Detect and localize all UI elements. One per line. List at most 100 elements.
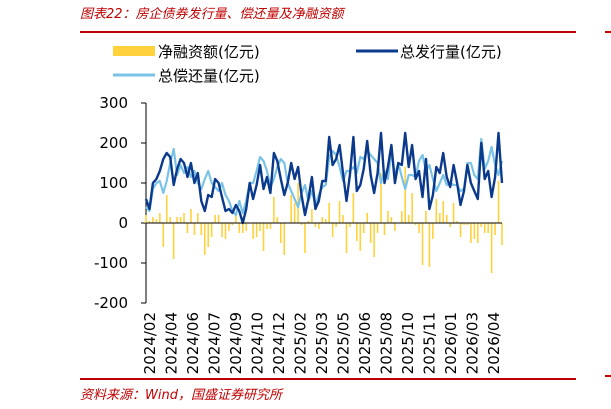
net-financing-bar <box>445 215 448 223</box>
net-financing-bar <box>349 223 351 227</box>
net-financing-bar <box>497 181 500 223</box>
net-financing-bar <box>245 223 248 231</box>
net-financing-bar <box>359 223 362 251</box>
net-financing-bar <box>407 215 410 223</box>
legend-label-net-financing: 净融资额(亿元) <box>158 43 260 61</box>
net-financing-bar <box>221 223 223 237</box>
net-financing-bar <box>435 199 438 223</box>
y-tick-label: -200 <box>94 294 128 312</box>
net-financing-bar <box>442 201 445 223</box>
net-financing-bar <box>345 223 348 253</box>
net-financing-bar <box>487 223 489 233</box>
net-financing-bar <box>425 211 427 223</box>
x-tick-label: 2025/05 <box>335 312 353 374</box>
net-financing-bar <box>438 213 441 223</box>
source-rule <box>80 378 576 380</box>
y-tick-label: 300 <box>99 94 128 112</box>
net-financing-bar <box>452 203 455 223</box>
y-tick-label: 0 <box>118 214 128 232</box>
net-financing-bar <box>376 223 379 233</box>
net-financing-bar <box>266 223 268 229</box>
net-financing-bar <box>210 223 213 237</box>
net-financing-bar <box>311 209 313 223</box>
net-financing-bar <box>380 173 382 223</box>
total-repayment-line <box>145 137 504 217</box>
net-financing-bar <box>459 223 462 237</box>
net-financing-bar <box>411 193 413 223</box>
net-financing-bar <box>394 223 396 231</box>
net-financing-bar <box>276 217 279 223</box>
net-financing-bar <box>418 223 420 233</box>
net-financing-bar <box>477 223 479 243</box>
series-lines <box>144 131 504 225</box>
net-financing-bar <box>172 223 175 259</box>
legend: 净融资额(亿元) 总发行量(亿元) 总偿还量(亿元) <box>113 43 502 85</box>
net-financing-bar <box>362 223 365 233</box>
x-tick-label: 2026/03 <box>464 312 482 374</box>
net-financing-bar <box>169 217 171 223</box>
y-tick-label: 100 <box>99 174 128 192</box>
x-tick-label: 2024/06 <box>184 312 202 374</box>
net-financing-bar <box>501 223 503 245</box>
net-financing-bar <box>252 223 254 239</box>
net-financing-bar <box>324 219 327 223</box>
net-financing-bar <box>283 223 286 255</box>
net-financing-bar <box>342 215 344 223</box>
total-issuance-line <box>144 131 504 225</box>
legend-swatch-net-financing <box>113 46 155 56</box>
net-financing-bar <box>159 213 161 223</box>
x-tick-label: 2024/02 <box>141 312 159 374</box>
x-tick-label: 2024/12 <box>270 312 288 374</box>
net-financing-bar <box>231 223 234 225</box>
y-axis: -200 -100 0 100 200 300 <box>94 94 147 312</box>
net-financing-bar <box>331 223 334 237</box>
net-financing-bar <box>404 167 407 223</box>
net-financing-bar <box>369 223 372 243</box>
net-financing-bar <box>335 223 337 227</box>
y-tick-label: -100 <box>94 254 128 272</box>
source-note: 资料来源：Wind，国盛证券研究所 <box>80 388 282 403</box>
net-financing-bar <box>321 217 324 223</box>
net-financing-bar <box>483 223 486 233</box>
net-financing-bar <box>338 201 341 223</box>
net-financing-bar <box>279 223 282 243</box>
net-financing-bar <box>262 223 265 251</box>
x-tick-label: 2024/10 <box>249 312 267 374</box>
net-financing-bar <box>197 213 199 223</box>
net-financing-bar <box>414 223 417 225</box>
x-tick-label: 2026/04 <box>485 312 503 374</box>
net-financing-bar <box>449 223 451 227</box>
net-financing-bar <box>190 209 192 223</box>
net-financing-bar <box>290 195 292 223</box>
x-tick-label: 2024/07 <box>206 312 224 374</box>
net-financing-bar <box>259 223 261 231</box>
net-financing-bar <box>200 223 203 235</box>
net-financing-bar <box>356 223 358 241</box>
net-financing-bar <box>207 223 210 247</box>
figure-title: 图表22：房企债券发行量、偿还量及净融资额 <box>80 7 344 22</box>
y-tick-label: 200 <box>99 134 128 152</box>
net-financing-bar <box>421 223 424 265</box>
net-financing-bar <box>387 211 389 223</box>
net-financing-bar <box>238 223 241 233</box>
net-financing-bar <box>155 219 158 223</box>
net-financing-bar <box>432 223 434 239</box>
net-financing-bar <box>373 223 375 257</box>
x-tick-label: 2024/09 <box>227 312 245 374</box>
x-tick-label: 2025/02 <box>292 312 310 374</box>
right-edge-mark-bottom <box>605 375 611 377</box>
net-financing-bar <box>314 223 317 227</box>
x-tick-label: 2025/03 <box>313 312 331 374</box>
net-financing-bar <box>183 213 185 223</box>
net-financing-bar <box>228 223 230 231</box>
net-financing-bar <box>186 223 189 233</box>
x-tick-label: 2025/10 <box>399 312 417 374</box>
net-financing-bar <box>400 211 403 223</box>
net-financing-bar <box>214 215 216 223</box>
net-financing-bar <box>494 223 496 235</box>
net-financing-bar <box>152 217 154 223</box>
net-financing-bar <box>224 223 227 239</box>
net-financing-bar <box>456 221 458 223</box>
x-tick-label: 2025/08 <box>378 312 396 374</box>
